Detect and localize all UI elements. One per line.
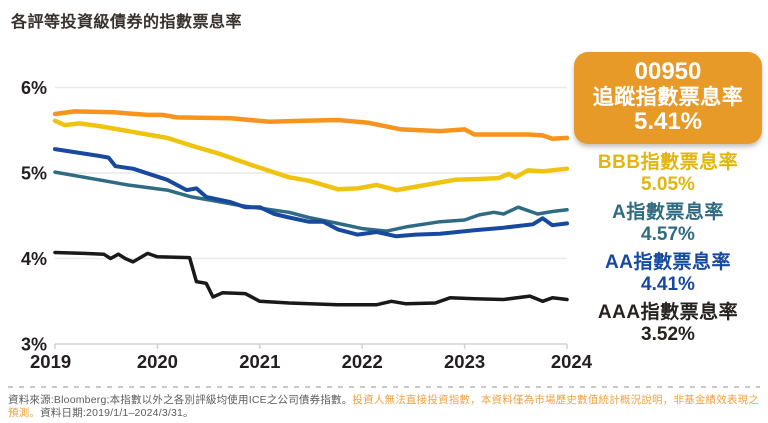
coupon-rate-line-chart: 6% 5% 4% 3%2019 2020 2021 2022 2023 2024 bbox=[21, 78, 593, 372]
legend-item-BBB: BBB指數票息率 5.05% bbox=[597, 152, 739, 196]
legend-label-AA: AA指數票息率 bbox=[605, 251, 731, 273]
legend-value-BBB: 5.05% bbox=[641, 174, 695, 196]
y-axis-label-6%: 6% bbox=[21, 78, 47, 98]
source-note: 資料來源:Bloomberg;本指數以外之各別評級均使用ICE之公司債券指數。 bbox=[8, 394, 353, 406]
page-title: 各評等投資級債券的指數票息率 bbox=[11, 14, 243, 31]
series-line-00950追蹤指數票息率 bbox=[52, 109, 570, 142]
legend-value-AAA: 3.52% bbox=[641, 323, 695, 345]
legend-value-A: 4.57% bbox=[641, 223, 695, 245]
legend: BBB指數票息率 5.05% A指數票息率 4.57% AA指數票息率 4.41% AAA指… bbox=[572, 152, 764, 352]
badge-coupon-value: 5.41% bbox=[633, 108, 703, 136]
dashed-divider bbox=[8, 386, 760, 388]
legend-item-AAA: AAA指數票息率 3.52% bbox=[597, 301, 739, 346]
legend-label-AAA: AAA指數票息率 bbox=[597, 301, 739, 323]
footer: 資料來源:Bloomberg;本指數以外之各別評級均使用ICE之公司債券指數。投… bbox=[8, 386, 760, 420]
disclaimer-note: 投資人無法直接投資指數，本資料僅為市場歷史數值統計概況說明，非基金績效表現之預測… bbox=[8, 394, 760, 419]
y-axis-label-4%: 4% bbox=[21, 249, 47, 269]
series-line-A指數票息率 bbox=[53, 170, 569, 233]
legend-label-BBB: BBB指數票息率 bbox=[597, 152, 739, 174]
series-line-AAA指數票息率 bbox=[53, 250, 569, 307]
y-axis-label-3%: 3% bbox=[21, 335, 47, 355]
legend-value-AA: 4.41% bbox=[641, 273, 695, 295]
legend-label-A: A指數票息率 bbox=[612, 202, 724, 224]
y-axis-label-5%: 5% bbox=[21, 164, 47, 184]
x-axis-label-2023: 2023 bbox=[444, 351, 485, 372]
legend-item-AA: AA指數票息率 4.41% bbox=[605, 251, 731, 296]
legend-item-A: A指數票息率 4.57% bbox=[612, 202, 724, 246]
series-line-AA指數票息率 bbox=[53, 147, 569, 239]
badge-label: 追蹤指數票息率 bbox=[592, 85, 744, 109]
x-axis-label-2022: 2022 bbox=[342, 351, 383, 372]
right-panel: 00950 追蹤指數票息率 5.41% BBB指數票息率 5.05% A指數票息率 4… bbox=[572, 52, 764, 352]
series-line-BBB指數票息率 bbox=[52, 118, 570, 193]
highlight-badge-00950: 00950 追蹤指數票息率 5.41% bbox=[574, 52, 762, 145]
x-axis-label-2021: 2021 bbox=[239, 351, 280, 372]
x-axis-label-2024: 2024 bbox=[551, 351, 593, 372]
date-note: 資料日期:2019/1/1–2024/3/31。 bbox=[40, 407, 194, 419]
badge-fund-code: 00950 bbox=[634, 58, 702, 85]
footnote: 資料來源:Bloomberg;本指數以外之各別評級均使用ICE之公司債券指數。投… bbox=[8, 394, 760, 420]
x-axis-label-2019: 2019 bbox=[30, 351, 71, 372]
x-axis-label-2020: 2020 bbox=[137, 351, 178, 372]
